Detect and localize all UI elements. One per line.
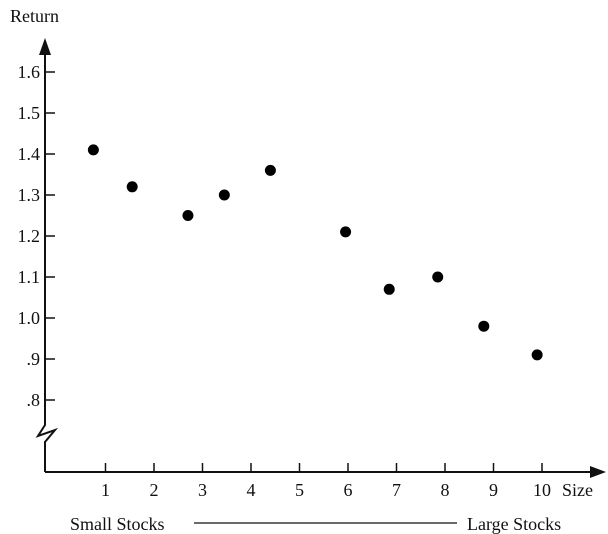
y-tick-label: 1.2 — [18, 226, 41, 246]
data-point — [340, 226, 352, 238]
data-point — [383, 283, 395, 295]
data-points — [87, 144, 543, 361]
data-point — [126, 181, 138, 193]
small-stocks-label: Small Stocks — [70, 514, 165, 534]
y-tick-label: 1.1 — [18, 267, 41, 287]
y-tick-label: .8 — [27, 390, 41, 410]
x-ticks: 1 2 3 4 5 6 7 8 9 10 — [101, 463, 551, 500]
y-tick-label: 1.4 — [18, 144, 41, 164]
x-tick-label: 1 — [101, 480, 110, 500]
x-tick-label: 7 — [392, 480, 401, 500]
x-tick-label: 8 — [441, 480, 450, 500]
y-tick-label: 1.0 — [18, 308, 41, 328]
x-axis-arrow — [590, 466, 606, 478]
y-axis-title: Return — [10, 6, 59, 26]
x-tick-label: 6 — [344, 480, 353, 500]
x-tick-label: 4 — [247, 480, 256, 500]
y-tick-label: 1.6 — [18, 62, 41, 82]
y-tick-label: 1.5 — [18, 103, 41, 123]
x-tick-label: 3 — [198, 480, 207, 500]
x-tick-label: 5 — [295, 480, 304, 500]
x-tick-label: 9 — [489, 480, 498, 500]
x-axis-title: Size — [562, 480, 593, 500]
data-point — [264, 164, 276, 176]
data-point — [182, 210, 194, 221]
data-point — [87, 144, 99, 156]
data-point — [432, 271, 444, 283]
x-tick-label: 2 — [150, 480, 159, 500]
y-ticks: .8 .9 1.0 1.1 1.2 1.3 1.4 1.5 1.6 — [18, 62, 55, 410]
y-axis-arrow — [39, 38, 51, 55]
large-stocks-label: Large Stocks — [467, 514, 561, 534]
x-tick-label: 10 — [533, 480, 551, 500]
data-point — [478, 320, 490, 332]
data-point — [531, 349, 543, 361]
y-tick-label: 1.3 — [18, 185, 41, 205]
y-axis-line — [35, 52, 59, 472]
y-tick-label: .9 — [27, 349, 41, 369]
data-point — [218, 189, 230, 201]
